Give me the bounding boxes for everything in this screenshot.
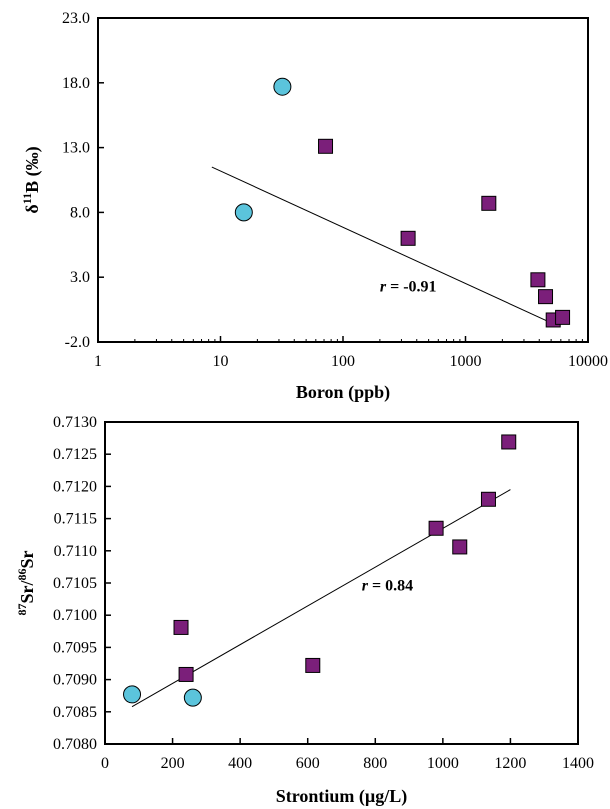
y-tick-label: 0.7100 bbox=[53, 607, 97, 624]
data-point-square bbox=[318, 138, 334, 154]
x-tick-label: 200 bbox=[161, 755, 185, 772]
y-tick-label: 18.0 bbox=[62, 75, 90, 92]
y-tick-label: -2.0 bbox=[65, 334, 90, 351]
y-tick-label: 0.7090 bbox=[53, 672, 97, 689]
x-tick-label: 10000 bbox=[568, 353, 608, 370]
y-tick-label: 0.7105 bbox=[53, 575, 97, 592]
chart-panel-1: 1 10 100 1000 10000 -2.0 3.0 8.0 13.0 18.0 23.0 r =… bbox=[20, 10, 608, 403]
trend-line bbox=[131, 489, 511, 708]
y-tick-label: 0.7130 bbox=[53, 414, 97, 431]
y-tick-label: 23.0 bbox=[62, 10, 90, 27]
y-tick-label: 0.7115 bbox=[54, 511, 97, 528]
plot-frame bbox=[104, 421, 579, 745]
data-point-square bbox=[555, 309, 571, 325]
x-tick-label: 400 bbox=[228, 755, 252, 772]
x-tick-label: 1000 bbox=[450, 353, 482, 370]
data-point-square bbox=[538, 289, 554, 305]
x-tick-label: 1000 bbox=[427, 755, 459, 772]
x-tick-label: 1 bbox=[94, 353, 102, 370]
chart-panel-2: 0 200 400 600 800 1000 1200 1400 0.7080 0.7085 0.7… bbox=[15, 414, 594, 807]
data-point-square bbox=[480, 491, 496, 507]
y-tick-label: 8.0 bbox=[70, 204, 90, 221]
x-tick-label: 1400 bbox=[562, 755, 594, 772]
trend-line bbox=[211, 166, 560, 327]
data-point-square bbox=[530, 272, 546, 288]
x-axis-label: Strontium (µg/L) bbox=[276, 786, 408, 807]
data-point-circle bbox=[183, 688, 202, 707]
data-point-square bbox=[173, 619, 189, 635]
data-point-circle bbox=[273, 77, 292, 96]
y-axis-label: 87Sr/86Sr bbox=[15, 550, 37, 615]
x-tick-label: 1200 bbox=[494, 755, 526, 772]
data-point-square bbox=[178, 666, 194, 682]
y-tick-label: 3.0 bbox=[70, 269, 90, 286]
y-tick-label: 0.7095 bbox=[53, 639, 97, 656]
y-tick-label: 0.7125 bbox=[53, 446, 97, 463]
correlation-annotation: r = 0.84 bbox=[362, 578, 413, 595]
data-point-square bbox=[428, 520, 444, 536]
y-tick-label: 0.7110 bbox=[54, 543, 97, 560]
data-point-square bbox=[452, 539, 468, 555]
x-axis-label: Boron (ppb) bbox=[296, 382, 390, 403]
data-point-square bbox=[305, 657, 321, 673]
y-tick-label: 13.0 bbox=[62, 140, 90, 157]
data-point-square bbox=[501, 434, 517, 450]
correlation-annotation: r = -0.91 bbox=[380, 278, 437, 295]
y-axis-label: δ11B (‰) bbox=[20, 146, 43, 213]
data-point-circle bbox=[234, 203, 253, 222]
data-point-square bbox=[400, 230, 416, 246]
x-tick-label: 600 bbox=[296, 755, 320, 772]
x-tick-label: 800 bbox=[363, 755, 387, 772]
y-tick-label: 0.7080 bbox=[53, 736, 97, 753]
plot-frame bbox=[97, 17, 589, 343]
data-point-circle bbox=[123, 685, 142, 704]
x-tick-label: 0 bbox=[101, 755, 109, 772]
data-point-square bbox=[481, 195, 497, 211]
y-tick-label: 0.7085 bbox=[53, 704, 97, 721]
x-tick-label: 100 bbox=[331, 353, 355, 370]
y-tick-label: 0.7120 bbox=[53, 478, 97, 495]
x-tick-label: 10 bbox=[213, 353, 229, 370]
